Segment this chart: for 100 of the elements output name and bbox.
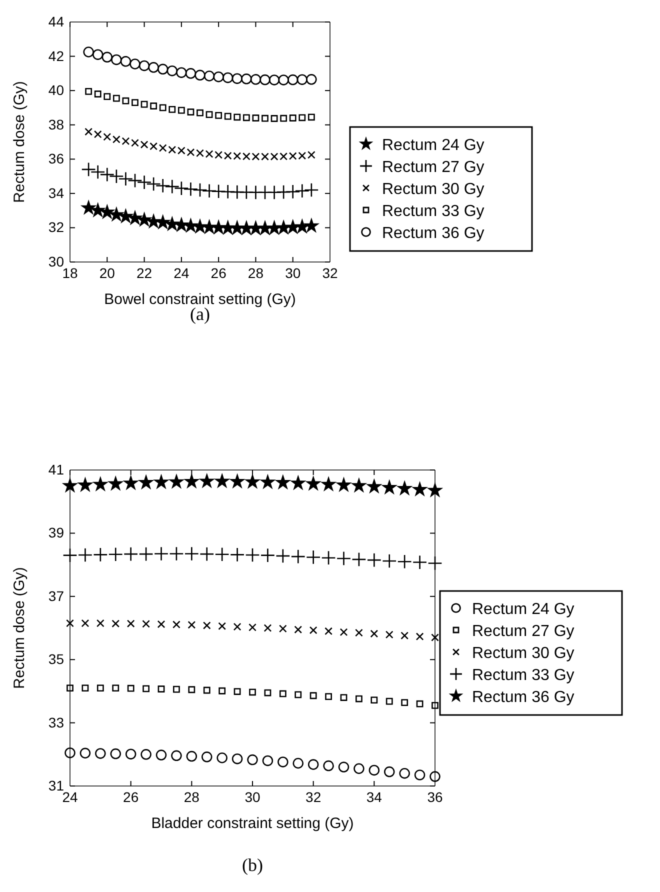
point	[96, 684, 104, 692]
point	[146, 176, 161, 192]
point	[170, 475, 183, 488]
point	[174, 180, 189, 196]
legend-label: Rectum 30 Gy	[382, 181, 484, 198]
point	[125, 748, 136, 760]
point	[66, 684, 74, 692]
point	[202, 752, 212, 762]
point	[220, 184, 236, 200]
point	[110, 208, 123, 220]
point	[183, 182, 198, 196]
point	[428, 556, 442, 571]
y-axis-title: Rectum dose (Gy)	[11, 567, 28, 689]
point	[111, 54, 122, 66]
legend-label: Rectum 24 Gy	[472, 601, 574, 618]
y-tick-label: 39	[48, 524, 64, 541]
point	[138, 213, 151, 226]
point	[386, 698, 393, 705]
point	[126, 620, 135, 628]
point	[91, 204, 104, 216]
point	[211, 184, 226, 199]
point	[154, 476, 168, 488]
point	[306, 477, 320, 490]
point	[96, 619, 104, 628]
point	[355, 628, 363, 637]
point	[431, 634, 439, 642]
legend-label: Rectum 36 Gy	[382, 225, 484, 242]
legend-label: Rectum 33 Gy	[472, 667, 574, 684]
point	[230, 474, 244, 488]
point	[240, 222, 253, 234]
point	[241, 74, 252, 84]
point	[356, 695, 362, 702]
point	[218, 622, 226, 630]
point	[188, 686, 196, 694]
legend-label: Rectum 33 Gy	[382, 203, 484, 220]
point	[172, 620, 180, 628]
point	[277, 221, 290, 234]
point	[78, 548, 93, 562]
y-tick-label: 36	[48, 150, 64, 167]
point	[308, 759, 319, 770]
point	[156, 750, 167, 760]
point	[78, 478, 92, 491]
point	[336, 551, 352, 566]
point	[338, 762, 350, 772]
point	[90, 164, 106, 180]
point	[287, 74, 298, 86]
point	[66, 619, 74, 628]
point	[200, 474, 214, 488]
point	[216, 474, 229, 488]
legend-label: Rectum 36 Gy	[472, 689, 574, 706]
y-tick-label: 40	[48, 82, 64, 98]
point	[140, 100, 148, 108]
point	[94, 130, 102, 138]
point	[352, 479, 366, 492]
point	[112, 94, 120, 102]
point	[110, 748, 121, 760]
x-tick-label: 28	[248, 264, 264, 281]
legend-label: Rectum 30 Gy	[472, 645, 574, 662]
point	[150, 102, 158, 110]
point	[400, 632, 409, 640]
point	[188, 620, 196, 629]
point	[174, 218, 188, 231]
point	[401, 699, 408, 706]
point	[276, 476, 290, 488]
point	[286, 184, 300, 200]
point	[384, 766, 395, 778]
point	[224, 112, 232, 120]
point	[214, 547, 230, 562]
y-tick-label: 31	[48, 777, 64, 794]
point	[156, 216, 170, 228]
legend-label: Rectum 27 Gy	[382, 159, 484, 176]
x-tick-label: 36	[427, 788, 443, 805]
point	[306, 550, 321, 565]
point	[140, 749, 152, 760]
point	[196, 109, 204, 116]
point	[430, 771, 440, 782]
point	[171, 750, 182, 762]
point	[142, 685, 150, 692]
point	[294, 626, 302, 634]
y-tick-label: 44	[48, 13, 64, 30]
point	[385, 630, 394, 639]
point	[278, 74, 289, 86]
point	[382, 480, 396, 494]
point	[166, 218, 179, 230]
point	[246, 475, 259, 488]
point	[292, 758, 304, 769]
x-tick-label: 26	[123, 788, 139, 805]
point	[354, 763, 364, 774]
legend-label: Rectum 27 Gy	[472, 623, 574, 640]
point	[309, 626, 318, 634]
y-tick-label: 35	[48, 651, 64, 668]
x-tick-label: 34	[366, 788, 382, 805]
point	[258, 222, 272, 234]
point	[218, 687, 226, 694]
point	[81, 162, 96, 177]
point	[260, 74, 270, 86]
point	[83, 46, 94, 58]
point	[230, 547, 245, 562]
point	[159, 104, 166, 112]
point	[278, 756, 288, 768]
